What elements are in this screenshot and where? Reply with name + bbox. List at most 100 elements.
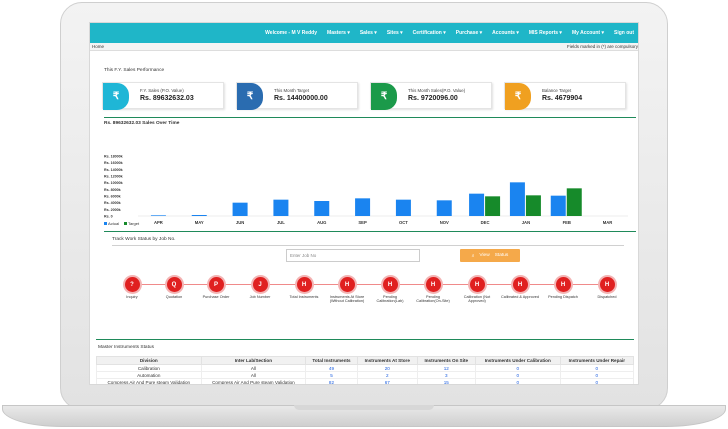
count-link[interactable]: 15 <box>416 378 476 384</box>
workflow-step[interactable]: H Calibration (Not Approved) <box>457 277 497 304</box>
legend-swatch <box>124 222 127 225</box>
count-link[interactable]: 0 <box>559 371 635 379</box>
nav-sales[interactable]: Sales ▾ <box>359 30 377 36</box>
kpi-label: This Month Sales(P.O. Value) <box>408 88 466 93</box>
workflow-step[interactable]: H Calibrated & Approved <box>500 277 540 299</box>
instrument-icon: H <box>512 277 528 292</box>
rupee-icon: ₹ <box>505 83 531 110</box>
workflow-step[interactable]: ? Inquiry <box>112 277 152 299</box>
nav-masters[interactable]: Masters ▾ <box>327 30 350 36</box>
bar-actual <box>273 199 289 216</box>
nav-sign-out[interactable]: Sign out <box>614 30 634 36</box>
table-cell: Automation <box>96 371 202 379</box>
count-link[interactable]: 12 <box>416 364 476 372</box>
workflow-step[interactable]: H Pending Calibration(Lab) <box>370 277 410 304</box>
count-link[interactable]: 0 <box>559 364 635 372</box>
view-status-button[interactable]: ⌕ View Status <box>460 249 520 262</box>
x-tick-label: JAN <box>522 220 530 225</box>
count-link[interactable]: 82 <box>305 378 358 384</box>
divider <box>104 231 636 232</box>
workflow-step[interactable]: H Dispatched <box>587 277 627 299</box>
y-tick-label: Rs. 10000k <box>104 181 123 185</box>
workflow-step[interactable]: H Pending Calibration(On-Site) <box>413 277 453 304</box>
view-label: View <box>479 253 490 258</box>
nav-certification[interactable]: Certification ▾ <box>412 30 446 36</box>
workflow-step[interactable]: H Pending Dispatch <box>543 277 583 299</box>
count-link[interactable]: 0 <box>474 378 561 384</box>
x-tick-label: DEC <box>481 220 490 225</box>
bar-actual <box>191 215 207 216</box>
bar-actual <box>150 215 166 216</box>
kpi-value: Rs. 4679904 <box>542 95 583 102</box>
workflow-step[interactable]: P Purchase Order <box>196 277 236 299</box>
legend-label: Target <box>128 221 140 226</box>
count-link[interactable]: 2 <box>356 371 418 379</box>
step-connector <box>398 284 425 285</box>
nav-accounts[interactable]: Accounts ▾ <box>492 30 519 36</box>
bar-actual <box>550 195 566 216</box>
column-header: Instruments At Store <box>356 356 418 365</box>
count-link[interactable]: 67 <box>356 378 418 384</box>
count-link[interactable]: 0 <box>474 371 561 379</box>
workflow-step[interactable]: H Instruments At Store (Without Calibrati… <box>327 277 367 304</box>
top-navbar: Welcome - M V Reddy Masters ▾ Sales ▾ Si… <box>90 23 638 43</box>
nav-purchase[interactable]: Purchase ▾ <box>455 30 483 36</box>
y-tick-label: Rs. 6000k <box>104 195 121 199</box>
nav-my-account[interactable]: My Account ▾ <box>571 30 604 36</box>
y-tick-label: Rs. 2000k <box>104 208 121 212</box>
bar-target <box>485 196 501 216</box>
step-label: Quotation <box>165 295 183 299</box>
step-label: Calibrated & Approved <box>501 295 539 299</box>
rupee-icon: ₹ <box>237 83 263 110</box>
master-title: Master Instruments Status <box>98 345 154 350</box>
x-tick-label: FEB <box>563 220 571 225</box>
table-cell: Calibration <box>96 364 202 372</box>
column-header: Inter Lab/Section <box>200 356 307 365</box>
count-link[interactable]: 0 <box>474 364 561 372</box>
table-row: Calibration All 49 20 12 0 0 <box>96 364 635 372</box>
bar-actual <box>314 201 330 216</box>
kpi-card: ₹ This Month Sales(P.O. Value) Rs. 9720096… <box>370 82 492 110</box>
workflow-step[interactable]: H Total Instruments <box>284 277 324 299</box>
legend-label: Actual <box>108 221 119 226</box>
step-label: Pending Dispatch <box>548 295 578 299</box>
breadcrumb: Home Fields marked in (*) are compulsory <box>90 43 638 51</box>
x-tick-label: AUG <box>317 220 326 225</box>
x-tick-label: NOV <box>440 220 449 225</box>
count-link[interactable]: 20 <box>356 364 418 372</box>
workflow-step[interactable]: J Job Number <box>240 277 280 299</box>
divider <box>112 245 624 246</box>
required-note: Fields marked in (*) are compulsory <box>566 44 638 49</box>
column-header: Total Instruments <box>305 356 358 365</box>
quotation-icon: Q <box>166 277 182 292</box>
job-number-input[interactable]: Enter Job No <box>286 249 420 262</box>
y-tick-label: Rs. 0 <box>104 215 113 219</box>
status-label: Status <box>494 253 509 258</box>
welcome-text: Welcome - M V Reddy <box>265 30 318 36</box>
kpi-value: Rs. 89632632.03 <box>140 95 194 102</box>
table-cell: All <box>200 364 307 372</box>
breadcrumb-home[interactable]: Home <box>92 44 105 49</box>
y-tick-label: Rs. 14000k <box>104 168 123 172</box>
count-link[interactable]: 0 <box>559 378 635 384</box>
workflow-step[interactable]: Q Quotation <box>154 277 194 299</box>
x-tick-label: JUL <box>277 220 285 225</box>
purchase-order-icon: P <box>208 277 224 292</box>
step-label: Calibration (Not Approved) <box>463 295 491 304</box>
step-connector <box>441 284 469 285</box>
count-link[interactable]: 5 <box>305 371 358 379</box>
step-connector <box>485 284 512 285</box>
y-tick-label: Rs. 18000k <box>104 155 123 159</box>
nav-sites[interactable]: Sites ▾ <box>386 30 403 36</box>
count-link[interactable]: 49 <box>305 364 358 372</box>
x-tick-label: OCT <box>399 220 408 225</box>
sales-chart-svg: Rs. 18000k Rs. 16000k Rs. 14000k Rs. 12000k… <box>104 155 628 226</box>
count-link[interactable]: 3 <box>416 371 476 379</box>
step-label: Pending Calibration(Lab) <box>376 295 404 304</box>
divider <box>96 339 634 340</box>
table-cell: Compress Air And Pure steam Validation <box>96 378 202 384</box>
step-connector <box>528 284 555 285</box>
nav-mis-reports[interactable]: MIS Reports ▾ <box>528 30 562 36</box>
kpi-label: This Month Target <box>274 88 310 93</box>
step-label: Job Number <box>249 295 271 299</box>
